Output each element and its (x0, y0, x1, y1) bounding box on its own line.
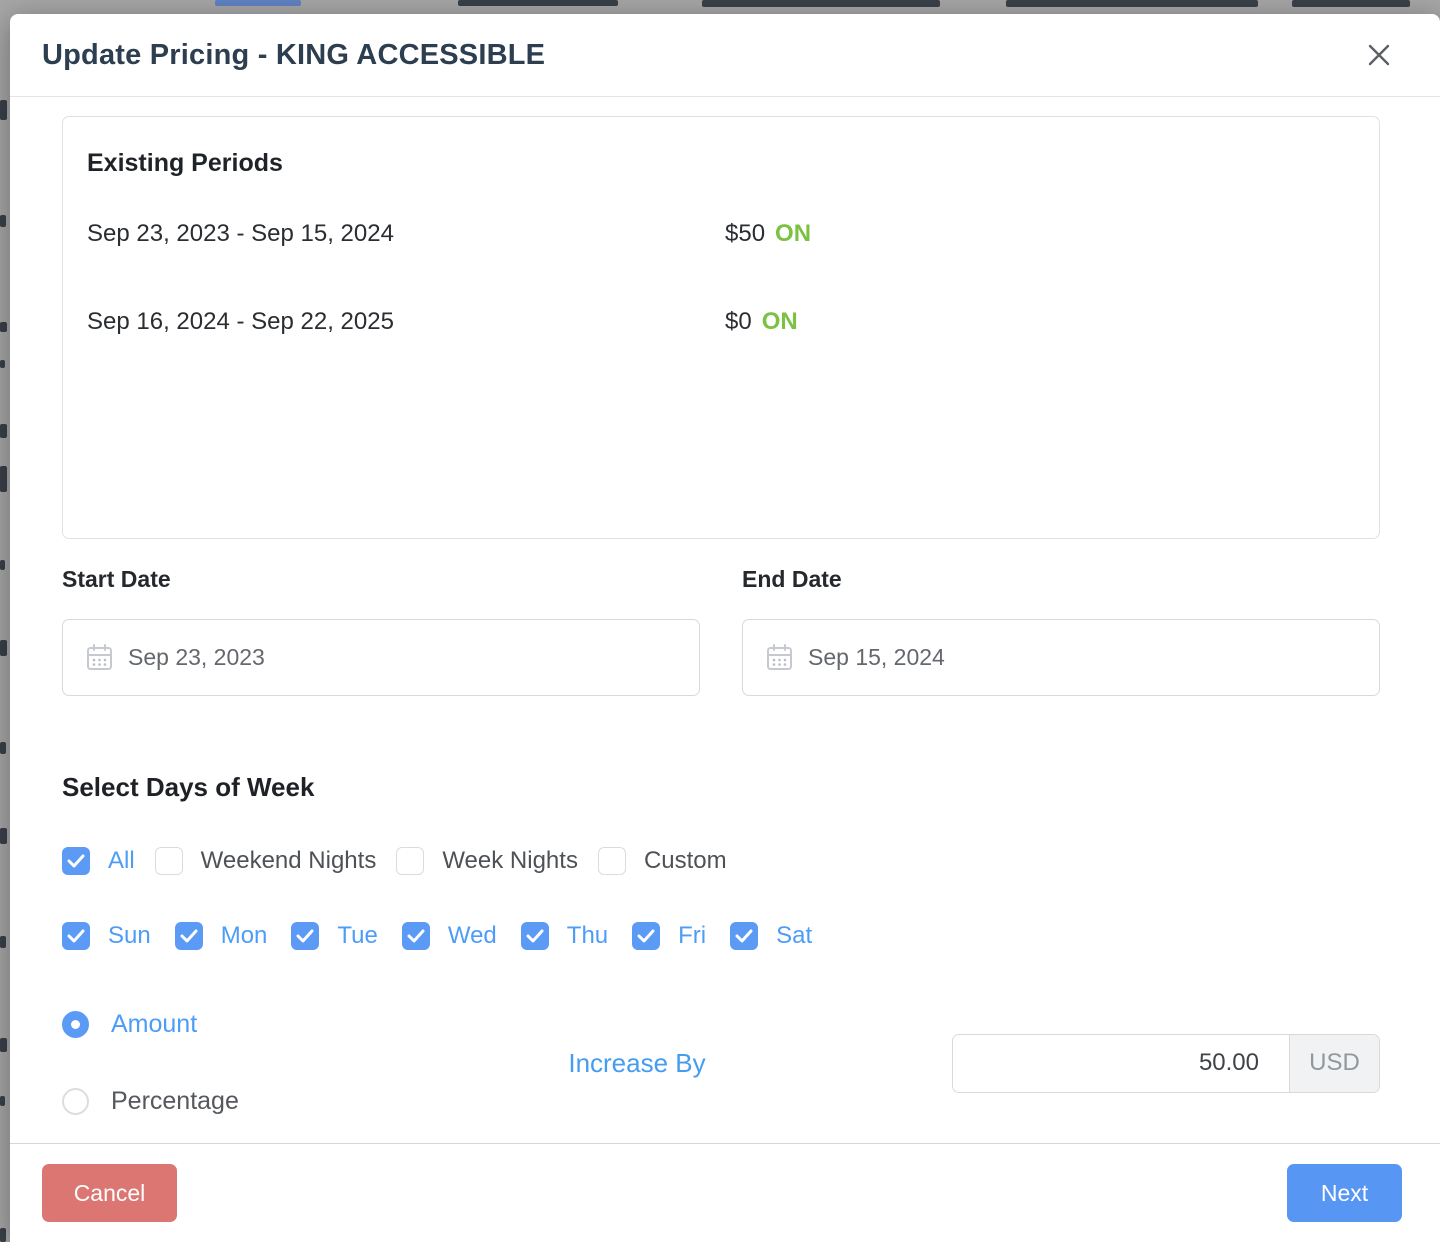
checkbox-tue[interactable]: Tue (291, 922, 378, 950)
amount-input[interactable] (953, 1034, 1289, 1092)
increase-by-selector[interactable]: Increase By (568, 1047, 706, 1078)
checkbox-checked-icon (730, 922, 759, 950)
checkbox-checked-icon (62, 847, 90, 875)
existing-periods-box: Existing Periods Sep 23, 2023 - Sep 15, … (62, 116, 1380, 539)
checkbox-sat[interactable]: Sat (730, 922, 812, 950)
increase-by-wrap: Increase By (322, 1048, 952, 1079)
checkbox-checked-icon (401, 922, 430, 950)
end-date-value: Sep 15, 2024 (808, 644, 945, 670)
checkbox-checked-icon (632, 922, 661, 950)
close-icon (1365, 41, 1393, 69)
checkbox-label: Tue (337, 922, 378, 949)
radio-unselected-icon (62, 1088, 89, 1115)
start-date-field: Start Date (62, 566, 700, 696)
period-price: $0 ON (725, 308, 1355, 336)
checkbox-label: Weekend Nights (200, 847, 377, 874)
checkbox-label: All (108, 847, 135, 874)
update-pricing-modal: Update Pricing - KING ACCESSIBLE Existin… (10, 14, 1440, 1242)
radio-amount[interactable]: Amount (62, 1010, 322, 1039)
select-days-heading: Select Days of Week (62, 772, 315, 802)
adjustment-row: Amount Percentage Increase By USD (62, 1010, 1380, 1116)
day-group-row: All Weekend Nights Week Nights Custom (62, 847, 1380, 875)
period-date-range: Sep 23, 2023 - Sep 15, 2024 (87, 220, 394, 247)
checkbox-label: Wed (447, 922, 497, 949)
checkbox-thu[interactable]: Thu (520, 922, 609, 950)
end-date-field: End Date (742, 566, 1380, 696)
checkbox-checked-icon (62, 922, 90, 950)
radio-label: Percentage (111, 1087, 239, 1115)
end-date-input[interactable]: Sep 15, 2024 (742, 619, 1380, 696)
radio-percentage[interactable]: Percentage (62, 1087, 322, 1116)
period-status-badge: ON (775, 220, 812, 247)
checkbox-label: Sat (776, 922, 813, 949)
checkbox-unchecked-icon (396, 847, 425, 875)
checkbox-checked-icon (520, 922, 549, 950)
period-status-badge: ON (761, 308, 798, 335)
weekday-row: Sun Mon Tue Wed Thu (62, 922, 1380, 950)
checkbox-unchecked-icon (154, 847, 183, 875)
checkbox-label: Custom (643, 847, 727, 874)
start-date-label: Start Date (62, 566, 171, 592)
period-row[interactable]: Sep 23, 2023 - Sep 15, 2024 $50 ON (87, 220, 1355, 248)
adjustment-type-options: Amount Percentage (62, 1010, 322, 1116)
checkbox-label: Sun (108, 922, 151, 949)
calendar-icon (86, 643, 113, 672)
period-amount: $50 (725, 220, 766, 247)
checkbox-checked-icon (174, 922, 203, 950)
radio-label: Amount (111, 1010, 198, 1038)
calendar-icon (766, 643, 793, 672)
cancel-button[interactable]: Cancel (42, 1164, 177, 1222)
existing-periods-heading: Existing Periods (87, 149, 283, 177)
checkbox-unchecked-icon (597, 847, 626, 875)
checkbox-fri[interactable]: Fri (632, 922, 706, 950)
checkbox-all[interactable]: All (62, 847, 135, 875)
start-date-input[interactable]: Sep 23, 2023 (62, 619, 700, 696)
period-amount: $0 (725, 308, 752, 335)
checkbox-wed[interactable]: Wed (401, 922, 497, 950)
amount-input-group: USD (952, 1033, 1380, 1093)
checkbox-label: Mon (220, 922, 268, 949)
modal-footer: Cancel Next (10, 1143, 1440, 1242)
radio-selected-icon (62, 1011, 89, 1038)
start-date-value: Sep 23, 2023 (128, 644, 265, 670)
checkbox-checked-icon (291, 922, 320, 950)
modal-body: Existing Periods Sep 23, 2023 - Sep 15, … (10, 97, 1440, 1143)
modal-header: Update Pricing - KING ACCESSIBLE (10, 14, 1440, 97)
currency-suffix: USD (1289, 1034, 1379, 1092)
period-row[interactable]: Sep 16, 2024 - Sep 22, 2025 $0 ON (87, 308, 1355, 336)
period-date-range: Sep 16, 2024 - Sep 22, 2025 (87, 308, 394, 335)
checkbox-weekend-nights[interactable]: Weekend Nights (154, 847, 377, 875)
checkbox-mon[interactable]: Mon (174, 922, 268, 950)
end-date-label: End Date (742, 566, 842, 592)
checkbox-custom[interactable]: Custom (597, 847, 727, 875)
checkbox-label: Week Nights (442, 847, 578, 874)
checkbox-label: Thu (566, 922, 609, 949)
modal-title: Update Pricing - KING ACCESSIBLE (42, 38, 546, 71)
checkbox-sun[interactable]: Sun (62, 922, 151, 950)
checkbox-week-nights[interactable]: Week Nights (396, 847, 578, 875)
next-button[interactable]: Next (1287, 1164, 1402, 1222)
period-price: $50 ON (725, 220, 1355, 248)
checkbox-label: Fri (678, 922, 707, 949)
close-button[interactable] (1362, 38, 1396, 72)
date-row: Start Date (62, 566, 1380, 696)
